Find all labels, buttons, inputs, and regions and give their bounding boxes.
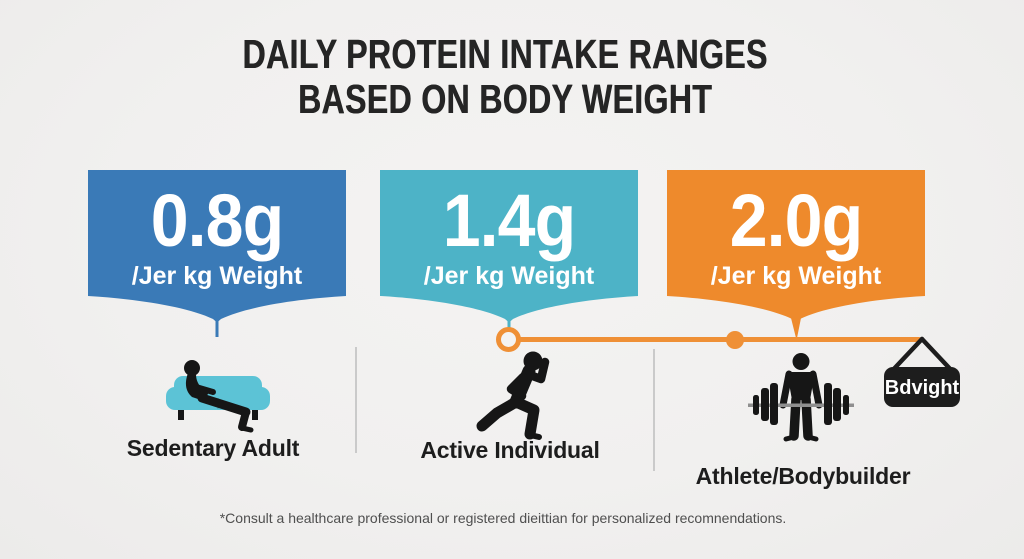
- hanging-tag: Bdvight: [884, 336, 960, 407]
- protein-unit: /Jer kg Weight: [131, 262, 303, 290]
- title-line-2: BASED ON BODY WEIGHT: [297, 76, 713, 122]
- protein-value: 0.8g: [150, 179, 284, 262]
- section-divider: [355, 347, 357, 453]
- tag-label: Bdvight: [885, 377, 960, 399]
- callout-athlete: 2.0g /Jer kg Weight: [667, 170, 925, 340]
- protein-unit: /Jer kg Weight: [710, 262, 882, 290]
- protein-unit: /Jer kg Weight: [423, 262, 595, 290]
- disclaimer-footnote: *Consult a healthcare professional or re…: [219, 510, 787, 526]
- barbell-lifter-icon: [748, 353, 854, 442]
- callout-sedentary: 0.8g /Jer kg Weight: [88, 170, 346, 340]
- page-title: DAILY PROTEIN INTAKE RANGES BASED ON BOD…: [111, 32, 899, 122]
- timeline-line: [509, 337, 921, 342]
- protein-value: 2.0g: [729, 179, 863, 262]
- callout-bubble-shape: [88, 170, 346, 337]
- group-label-sedentary: Sedentary Adult: [126, 435, 300, 461]
- section-divider: [653, 349, 655, 471]
- group-label-active: Active Individual: [420, 437, 600, 463]
- couch-person-icon: [166, 360, 270, 433]
- group-label-athlete: Athlete/Bodybuilder: [695, 463, 911, 489]
- runner-icon: [476, 351, 550, 440]
- title-line-1: DAILY PROTEIN INTAKE RANGES: [242, 31, 768, 77]
- protein-value: 1.4g: [442, 179, 576, 262]
- timeline-dot-marker: [726, 331, 744, 349]
- callout-bubble-shape: [667, 170, 925, 338]
- callout-active: 1.4g /Jer kg Weight: [380, 170, 638, 340]
- timeline-ring-marker: [496, 327, 521, 352]
